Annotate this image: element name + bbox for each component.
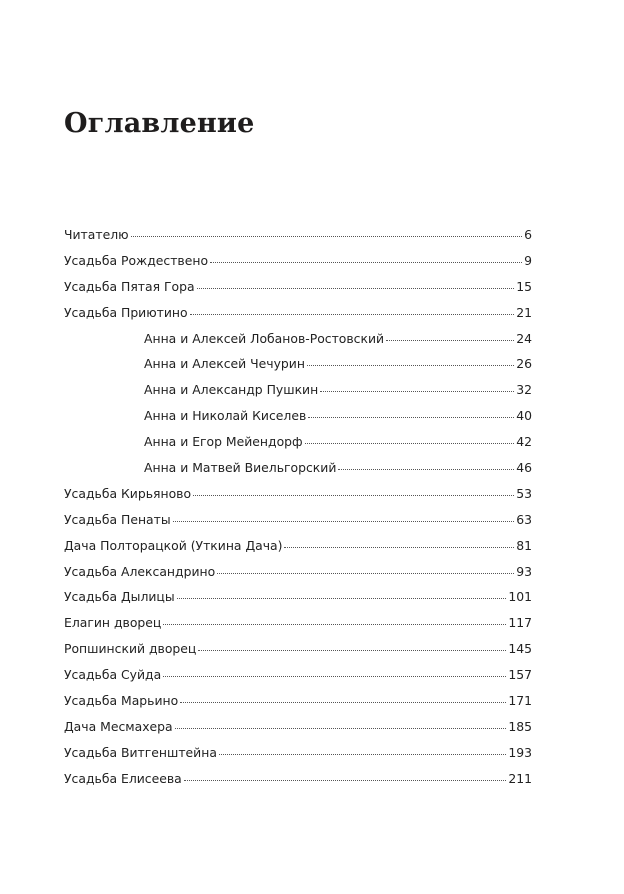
toc-entry-title: Анна и Алексей Чечурин [144, 356, 305, 372]
table-of-contents: Читателю 6 Усадьба Рождествено 9 Усадьба Пят… [64, 227, 532, 797]
toc-subentry[interactable]: Анна и Алексей Лобанов-Ростовский 24 [64, 331, 532, 357]
dot-leader [196, 287, 515, 289]
toc-page-number: 26 [516, 356, 532, 372]
toc-entry-title: Анна и Алексей Лобанов-Ростовский [144, 330, 385, 346]
toc-entry-title: Усадьба Витгенштейна [64, 744, 217, 760]
toc-page-number: 9 [524, 252, 532, 268]
toc-entry-title: Усадьба Приютино [64, 304, 188, 320]
toc-entry-title: Елагин дворец [64, 615, 162, 631]
toc-page-number: 157 [508, 667, 532, 683]
toc-page-number: 21 [516, 304, 532, 320]
dot-leader [284, 546, 515, 548]
toc-subentry[interactable]: Анна и Александр Пушкин 32 [64, 382, 532, 408]
toc-entry-title: Усадьба Елисеева [64, 770, 182, 786]
toc-entry-title: Анна и Матвей Виельгорский [144, 460, 337, 476]
toc-page-number: 42 [516, 434, 532, 450]
toc-entry-title: Усадьба Пятая Гора [64, 278, 195, 294]
toc-entry-title: Ропшинский дворец [64, 641, 197, 657]
toc-entry-title: Анна и Николай Киселев [144, 408, 307, 424]
toc-page-number: 6 [524, 227, 532, 242]
toc-entry[interactable]: Елагин дворец 117 [64, 615, 532, 641]
toc-page-number: 24 [516, 330, 532, 346]
toc-entry[interactable]: Усадьба Кирьяново 53 [64, 486, 532, 512]
dot-leader [308, 417, 515, 419]
dot-leader [189, 313, 515, 315]
dot-leader [320, 391, 515, 393]
dot-leader [176, 598, 507, 600]
dot-leader [172, 520, 515, 522]
toc-page-number: 185 [508, 718, 532, 734]
toc-page-number: 46 [516, 460, 532, 476]
dot-leader [210, 261, 523, 263]
dot-leader [306, 365, 515, 367]
toc-page-number: 63 [516, 511, 532, 527]
dot-leader [130, 236, 523, 237]
dot-leader [180, 702, 507, 704]
toc-entry-title: Усадьба Марьино [64, 693, 179, 709]
dot-leader [338, 469, 515, 471]
dot-leader [174, 727, 507, 729]
toc-entry-title: Дача Месмахера [64, 718, 173, 734]
toc-entry[interactable]: Усадьба Елисеева 211 [64, 771, 532, 797]
dot-leader [217, 572, 515, 574]
toc-page-number: 145 [508, 641, 532, 657]
toc-entry-title: Усадьба Кирьяново [64, 485, 192, 501]
toc-entry[interactable]: Усадьба Суйда 157 [64, 667, 532, 693]
toc-page-number: 81 [516, 537, 532, 553]
toc-entry[interactable]: Дача Месмахера 185 [64, 719, 532, 745]
toc-page-number: 211 [508, 770, 532, 786]
toc-page-number: 117 [508, 615, 532, 631]
dot-leader [163, 624, 507, 626]
dot-leader [304, 443, 515, 445]
toc-page-number: 53 [516, 485, 532, 501]
toc-entry[interactable]: Усадьба Пятая Гора 15 [64, 279, 532, 305]
toc-entry-title: Усадьба Пенаты [64, 511, 171, 527]
toc-entry-title: Усадьба Дылицы [64, 589, 175, 605]
toc-entry-title: Усадьба Александрино [64, 563, 216, 579]
toc-entry[interactable]: Усадьба Рождествено 9 [64, 253, 532, 279]
dot-leader [218, 753, 507, 755]
toc-page-number: 40 [516, 408, 532, 424]
toc-entry-title: Анна и Егор Мейендорф [144, 434, 303, 450]
toc-entry[interactable]: Усадьба Дылицы 101 [64, 589, 532, 615]
dot-leader [163, 676, 507, 678]
toc-entry[interactable]: Читателю 6 [64, 227, 532, 253]
toc-page-number: 32 [516, 382, 532, 398]
toc-entry[interactable]: Усадьба Пенаты 63 [64, 512, 532, 538]
toc-page-number: 15 [516, 278, 532, 294]
toc-subentry[interactable]: Анна и Алексей Чечурин 26 [64, 356, 532, 382]
toc-entry[interactable]: Ропшинский дворец 145 [64, 641, 532, 667]
toc-entry[interactable]: Усадьба Александрино 93 [64, 564, 532, 590]
toc-page-number: 193 [508, 744, 532, 760]
toc-entry-title: Дача Полторацкой (Уткина Дача) [64, 537, 283, 553]
toc-entry-title: Читателю [64, 227, 129, 242]
toc-entry[interactable]: Дача Полторацкой (Уткина Дача) 81 [64, 538, 532, 564]
toc-entry[interactable]: Усадьба Витгенштейна 193 [64, 745, 532, 771]
toc-page-number: 101 [508, 589, 532, 605]
toc-entry-title: Усадьба Рождествено [64, 252, 209, 268]
dot-leader [386, 339, 515, 341]
toc-page-number: 171 [508, 693, 532, 709]
toc-subentry[interactable]: Анна и Егор Мейендорф 42 [64, 434, 532, 460]
toc-subentry[interactable]: Анна и Матвей Виельгорский 46 [64, 460, 532, 486]
toc-subentry[interactable]: Анна и Николай Киселев 40 [64, 408, 532, 434]
toc-page-number: 93 [516, 563, 532, 579]
dot-leader [183, 779, 507, 781]
toc-entry-title: Анна и Александр Пушкин [144, 382, 319, 398]
dot-leader [193, 494, 515, 496]
toc-entry[interactable]: Усадьба Марьино 171 [64, 693, 532, 719]
dot-leader [198, 650, 507, 652]
page-title: Оглавление [64, 108, 255, 139]
toc-entry[interactable]: Усадьба Приютино 21 [64, 305, 532, 331]
toc-entry-title: Усадьба Суйда [64, 667, 162, 683]
